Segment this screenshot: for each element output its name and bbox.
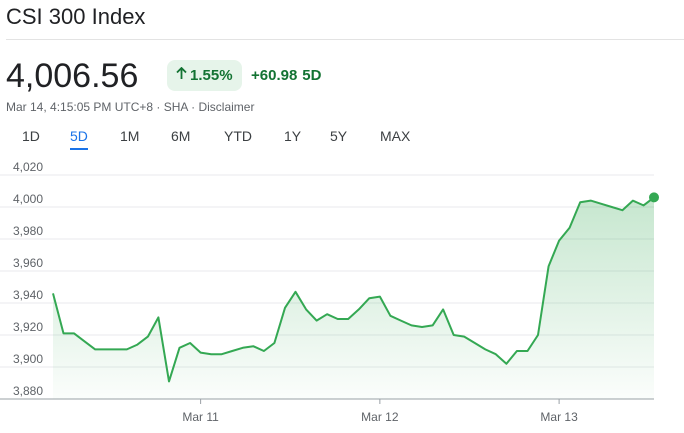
exchange-label: SHA [163,100,188,114]
tab-ytd[interactable]: YTD [224,128,252,144]
price-chart[interactable]: 4,020 4,000 3,980 3,960 3,940 3,920 3,900 3,880… [0,160,684,433]
x-tick-label: Mar 12 [361,410,399,424]
header-divider [6,39,684,40]
tab-1d[interactable]: 1D [22,128,40,144]
tab-5d[interactable]: 5D [70,128,88,150]
absolute-change: +60.98 5D [251,67,321,84]
x-tick-label: Mar 11 [182,410,219,424]
percent-change-value: 1.55% [190,67,233,84]
y-tick-label: 4,020 [13,160,43,174]
y-axis-labels: 4,020 4,000 3,980 3,960 3,940 3,920 3,900 3,880 [13,160,43,398]
tab-1y[interactable]: 1Y [284,128,302,144]
y-tick-label: 3,960 [13,256,43,270]
tab-5y[interactable]: 5Y [330,128,348,144]
disclaimer-link[interactable]: Disclaimer [198,100,255,114]
y-tick-label: 4,000 [13,192,43,206]
y-tick-label: 3,920 [13,320,43,334]
current-price: 4,006.56 [6,57,139,95]
y-tick-label: 3,880 [13,384,43,398]
tab-6m[interactable]: 6M [171,128,191,144]
y-tick-label: 3,980 [13,224,43,238]
price-area-fill [53,197,654,399]
change-period: 5D [302,67,322,84]
y-tick-label: 3,940 [13,288,43,302]
absolute-change-value: +60.98 [251,67,298,84]
tab-max[interactable]: MAX [380,128,411,144]
range-tabs: 1D 5D 1M 6M YTD 1Y 5Y MAX [0,128,684,150]
price-line [52,196,655,383]
y-tick-label: 3,900 [13,352,43,366]
page-title: CSI 300 Index [6,4,146,29]
x-tick-label: Mar 13 [540,410,578,424]
percent-change-badge: 1.55% [167,60,242,91]
arrow-up-icon [176,66,187,84]
timestamp: Mar 14, 4:15:05 PM UTC+8 [6,100,154,114]
meta-separator-2: · [191,100,196,114]
current-price-dot [649,192,659,203]
meta-separator: · [156,100,161,114]
tab-1m[interactable]: 1M [120,128,140,144]
quote-meta: Mar 14, 4:15:05 PM UTC+8 · SHA · Disclai… [6,100,254,114]
x-axis-labels: Mar 11 Mar 12 Mar 13 [182,399,578,424]
